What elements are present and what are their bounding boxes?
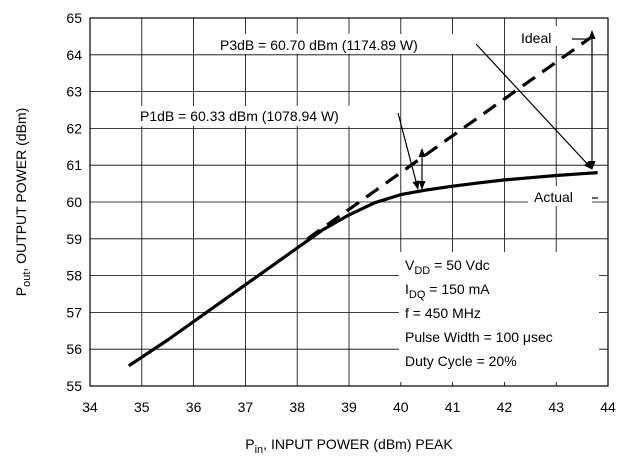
- x-tick-label: 37: [238, 399, 254, 415]
- x-tick-label: 43: [548, 399, 564, 415]
- ideal-label-bg: [514, 26, 562, 46]
- condition-line: IDQ = 150 mA: [405, 281, 490, 301]
- p1db-label: P1dB = 60.33 dBm (1078.94 W): [140, 108, 339, 124]
- p1db-label-bg: [134, 106, 394, 126]
- y-tick-label: 55: [66, 378, 82, 394]
- x-axis-title-main: P: [245, 436, 254, 452]
- condition-line: f = 450 MHz: [405, 305, 481, 321]
- x-tick-label: 39: [341, 399, 357, 415]
- conditions-box-bg: [399, 252, 599, 382]
- series-group: [127, 31, 599, 368]
- p3db-arrow: [475, 43, 593, 170]
- y-tick-label: 61: [66, 157, 82, 173]
- y-tick-label: 63: [66, 84, 82, 100]
- x-tick-label: 41: [445, 399, 461, 415]
- condition-rest: = 50 Vdc: [430, 257, 490, 273]
- condition-line: Duty Cycle = 20%: [405, 353, 517, 369]
- conditions-box: VDD = 50 Vdc IDQ = 150 mA f = 450 MHz Pulse…: [405, 257, 553, 369]
- y-tick-label: 59: [66, 231, 82, 247]
- condition-main: Pulse Width = 100 μsec: [405, 329, 553, 345]
- condition-sub: DD: [414, 265, 430, 277]
- condition-line: VDD = 50 Vdc: [405, 257, 490, 277]
- y-axis-title-main: P: [13, 287, 29, 296]
- y-tick-label: 57: [66, 304, 82, 320]
- y-tick-label: 58: [66, 268, 82, 284]
- condition-rest: = 150 mA: [425, 281, 490, 297]
- y-tick-label: 64: [66, 47, 82, 63]
- ideal-label: Ideal: [521, 30, 551, 46]
- x-axis-title-rest: , INPUT POWER (dBm) PEAK: [263, 436, 453, 452]
- y-tick-label: 56: [66, 341, 82, 357]
- y-tick-label: 60: [66, 194, 82, 210]
- actual-label: Actual: [534, 189, 573, 205]
- p3db-label: P3dB = 60.70 dBm (1174.89 W): [220, 37, 418, 53]
- x-tick-labels: 34 35 36 37 38 39 40 41 42 43 44: [82, 399, 616, 415]
- y-axis-title-rest: , OUTPUT POWER (dBm): [13, 108, 29, 272]
- plot-frame: [89, 17, 609, 387]
- series-actual-line: [127, 171, 598, 368]
- x-axis-title-sub: in: [255, 444, 264, 456]
- series-ideal-line: [306, 31, 599, 241]
- annotation-arrows: [397, 30, 598, 199]
- y-tick-label: 62: [66, 120, 82, 136]
- x-tick-label: 40: [393, 399, 409, 415]
- x-axis-title: Pin, INPUT POWER (dBm) PEAK: [245, 436, 453, 456]
- y-axis-title-sub: out: [21, 272, 33, 287]
- y-axis-title: Pout, OUTPUT POWER (dBm): [13, 108, 33, 297]
- condition-main: I: [405, 281, 409, 297]
- x-tick-label: 34: [82, 399, 98, 415]
- actual-label-bg: [528, 186, 592, 206]
- x-tick-label: 38: [289, 399, 305, 415]
- x-tick-label: 44: [600, 399, 616, 415]
- condition-sub: DQ: [409, 289, 426, 301]
- condition-main: f = 450 MHz: [405, 305, 481, 321]
- x-tick-label: 42: [497, 399, 513, 415]
- condition-line: Pulse Width = 100 μsec: [405, 329, 553, 345]
- y-tick-labels: 55 56 57 58 59 60 61 62 63 64 65: [66, 10, 82, 394]
- condition-main: Duty Cycle = 20%: [405, 353, 517, 369]
- p1db-arrow: [397, 112, 420, 190]
- y-tick-label: 65: [66, 10, 82, 26]
- x-tick-label: 35: [134, 399, 150, 415]
- x-tick-label: 36: [186, 399, 202, 415]
- condition-main: V: [405, 257, 415, 273]
- p3db-label-bg: [214, 34, 472, 54]
